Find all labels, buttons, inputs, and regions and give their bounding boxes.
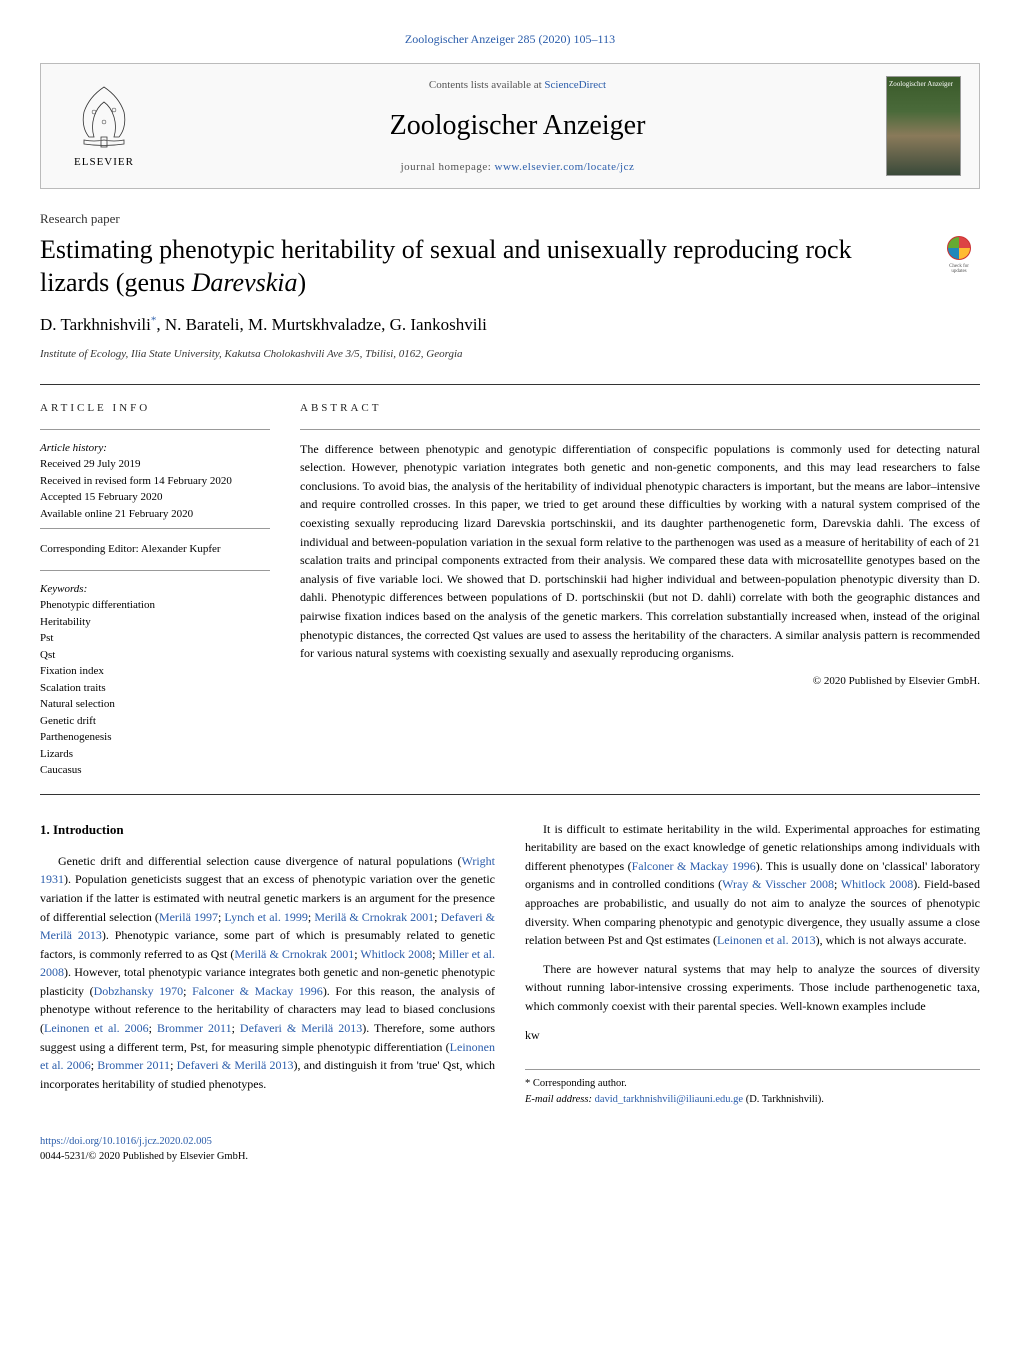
doi-link[interactable]: https://doi.org/10.1016/j.jcz.2020.02.00… xyxy=(40,1136,212,1147)
ref-link[interactable]: Lynch et al. 1999 xyxy=(224,910,308,924)
journal-header: ELSEVIER Contents lists available at Sci… xyxy=(40,63,980,189)
publisher-logo: ELSEVIER xyxy=(59,79,149,174)
sciencedirect-link[interactable]: ScienceDirect xyxy=(544,79,606,91)
intro-heading: 1. Introduction xyxy=(40,820,495,840)
keywords-block: Keywords: Phenotypic differentiation Her… xyxy=(40,581,270,779)
affiliation: Institute of Ecology, Ilia State Univers… xyxy=(40,346,980,363)
svg-text:updates: updates xyxy=(951,269,966,274)
corr-email-line: E-mail address: david_tarkhnishvili@ilia… xyxy=(525,1092,980,1108)
abstract-column: ABSTRACT The difference between phenotyp… xyxy=(300,400,980,779)
corr-label: * Corresponding author. xyxy=(525,1076,980,1092)
article-info-column: ARTICLE INFO Article history: Received 2… xyxy=(40,400,270,779)
abstract-header: ABSTRACT xyxy=(300,400,980,417)
ref-link[interactable]: Merilä & Crnokrak 2001 xyxy=(234,947,354,961)
authors-rest: , N. Barateli, M. Murtskhvaladze, G. Ian… xyxy=(156,315,487,334)
accepted-date: Accepted 15 February 2020 xyxy=(40,491,163,503)
ref-link[interactable]: Whitlock 2008 xyxy=(841,877,913,891)
online-date: Available online 21 February 2020 xyxy=(40,508,193,520)
check-updates-badge[interactable]: Check for updates xyxy=(938,233,980,275)
ref-link[interactable]: Leinonen et al. 2013 xyxy=(717,933,816,947)
text-span: Genetic drift and differential selection… xyxy=(58,854,461,868)
contents-line: Contents lists available at ScienceDirec… xyxy=(149,77,886,94)
title-row: Estimating phenotypic heritability of se… xyxy=(40,233,980,301)
editor-line: Corresponding Editor: Alexander Kupfer xyxy=(40,541,270,558)
article-history: Article history: Received 29 July 2019 R… xyxy=(40,440,270,523)
header-center: Contents lists available at ScienceDirec… xyxy=(149,77,886,176)
ref-link[interactable]: Falconer & Mackay 1996 xyxy=(632,859,756,873)
email-link[interactable]: david_tarkhnishvili@iliauni.edu.ge xyxy=(595,1094,743,1105)
ref-link[interactable]: Dobzhansky 1970 xyxy=(94,984,184,998)
article-info-header: ARTICLE INFO xyxy=(40,400,270,417)
divider xyxy=(40,528,270,529)
intro-paragraph: There are however natural systems that m… xyxy=(525,960,980,1016)
ref-link[interactable]: Wray & Visscher 2008 xyxy=(722,877,834,891)
keyword: Heritability xyxy=(40,616,91,628)
contents-prefix: Contents lists available at xyxy=(429,79,544,91)
homepage-link[interactable]: www.elsevier.com/locate/jcz xyxy=(495,161,635,173)
revised-date: Received in revised form 14 February 202… xyxy=(40,475,232,487)
intro-paragraph: Genetic drift and differential selection… xyxy=(40,852,495,1094)
elsevier-tree-icon xyxy=(69,82,139,152)
keyword: Fixation index xyxy=(40,665,104,677)
divider xyxy=(40,570,270,571)
paper-type: Research paper xyxy=(40,209,980,229)
keyword: Lizards xyxy=(40,748,73,760)
ref-link[interactable]: Leinonen et al. 2006 xyxy=(44,1021,149,1035)
authors: D. Tarkhnishvili*, N. Barateli, M. Murts… xyxy=(40,312,980,338)
ref-link[interactable]: Merilä 1997 xyxy=(159,910,218,924)
introduction-wrapper: 1. Introduction Genetic drift and differ… xyxy=(40,820,980,1109)
history-label: Article history: xyxy=(40,442,107,454)
ref-link[interactable]: Brommer 2011 xyxy=(157,1021,232,1035)
author-primary: D. Tarkhnishvili xyxy=(40,315,151,334)
abstract-text: The difference between phenotypic and ge… xyxy=(300,440,980,663)
corresponding-author-footnote: * Corresponding author. E-mail address: … xyxy=(525,1069,980,1109)
homepage-line: journal homepage: www.elsevier.com/locat… xyxy=(149,159,886,176)
keyword: Genetic drift xyxy=(40,715,96,727)
journal-title: Zoologischer Anzeiger xyxy=(149,105,886,147)
page-footer: https://doi.org/10.1016/j.jcz.2020.02.00… xyxy=(40,1134,980,1166)
keyword: Parthenogenesis xyxy=(40,731,111,743)
ref-link[interactable]: Defaveri & Merilä 2013 xyxy=(240,1021,362,1035)
email-label: E-mail address: xyxy=(525,1094,595,1105)
ref-link[interactable]: Merilä & Crnokrak 2001 xyxy=(314,910,434,924)
citation-link[interactable]: Zoologischer Anzeiger 285 (2020) 105–113 xyxy=(405,32,615,46)
keyword: Natural selection xyxy=(40,698,115,710)
title-part1: Estimating phenotypic heritability of se… xyxy=(40,235,852,298)
received-date: Received 29 July 2019 xyxy=(40,458,141,470)
ref-link[interactable]: Defaveri & Merilä 2013 xyxy=(177,1058,294,1072)
title-part2: ) xyxy=(298,268,307,297)
divider xyxy=(40,429,270,430)
doi-block: https://doi.org/10.1016/j.jcz.2020.02.00… xyxy=(40,1134,248,1166)
paper-title: Estimating phenotypic heritability of se… xyxy=(40,233,920,301)
ref-link[interactable]: Whitlock 2008 xyxy=(360,947,432,961)
abstract-copyright: © 2020 Published by Elsevier GmbH. xyxy=(300,673,980,690)
keywords-label: Keywords: xyxy=(40,583,87,595)
homepage-prefix: journal homepage: xyxy=(401,161,495,173)
divider xyxy=(300,429,980,430)
title-italic: Darevskia xyxy=(192,268,298,297)
corr-name: (D. Tarkhnishvili). xyxy=(743,1094,824,1105)
keyword: Qst xyxy=(40,649,55,661)
publisher-name: ELSEVIER xyxy=(74,154,134,171)
keyword: Phenotypic differentiation xyxy=(40,599,155,611)
ref-link[interactable]: Falconer & Mackay 1996 xyxy=(192,984,323,998)
introduction-section: 1. Introduction Genetic drift and differ… xyxy=(40,820,980,1109)
ref-link[interactable]: Brommer 2011 xyxy=(97,1058,170,1072)
issn-line: 0044-5231/© 2020 Published by Elsevier G… xyxy=(40,1151,248,1162)
journal-cover-thumbnail: Zoologischer Anzeiger xyxy=(886,76,961,176)
keyword: Caucasus xyxy=(40,764,82,776)
text-span: ), which is not always accurate. xyxy=(816,933,967,947)
info-abstract-row: ARTICLE INFO Article history: Received 2… xyxy=(40,384,980,795)
keyword: Scalation traits xyxy=(40,682,106,694)
text-span: ). Therefore, some xyxy=(362,1021,454,1035)
top-citation: Zoologischer Anzeiger 285 (2020) 105–113 xyxy=(40,30,980,48)
intro-paragraph: It is difficult to estimate heritability… xyxy=(525,820,980,950)
keyword: Pst xyxy=(40,632,53,644)
cover-title: Zoologischer Anzeiger xyxy=(887,77,960,92)
